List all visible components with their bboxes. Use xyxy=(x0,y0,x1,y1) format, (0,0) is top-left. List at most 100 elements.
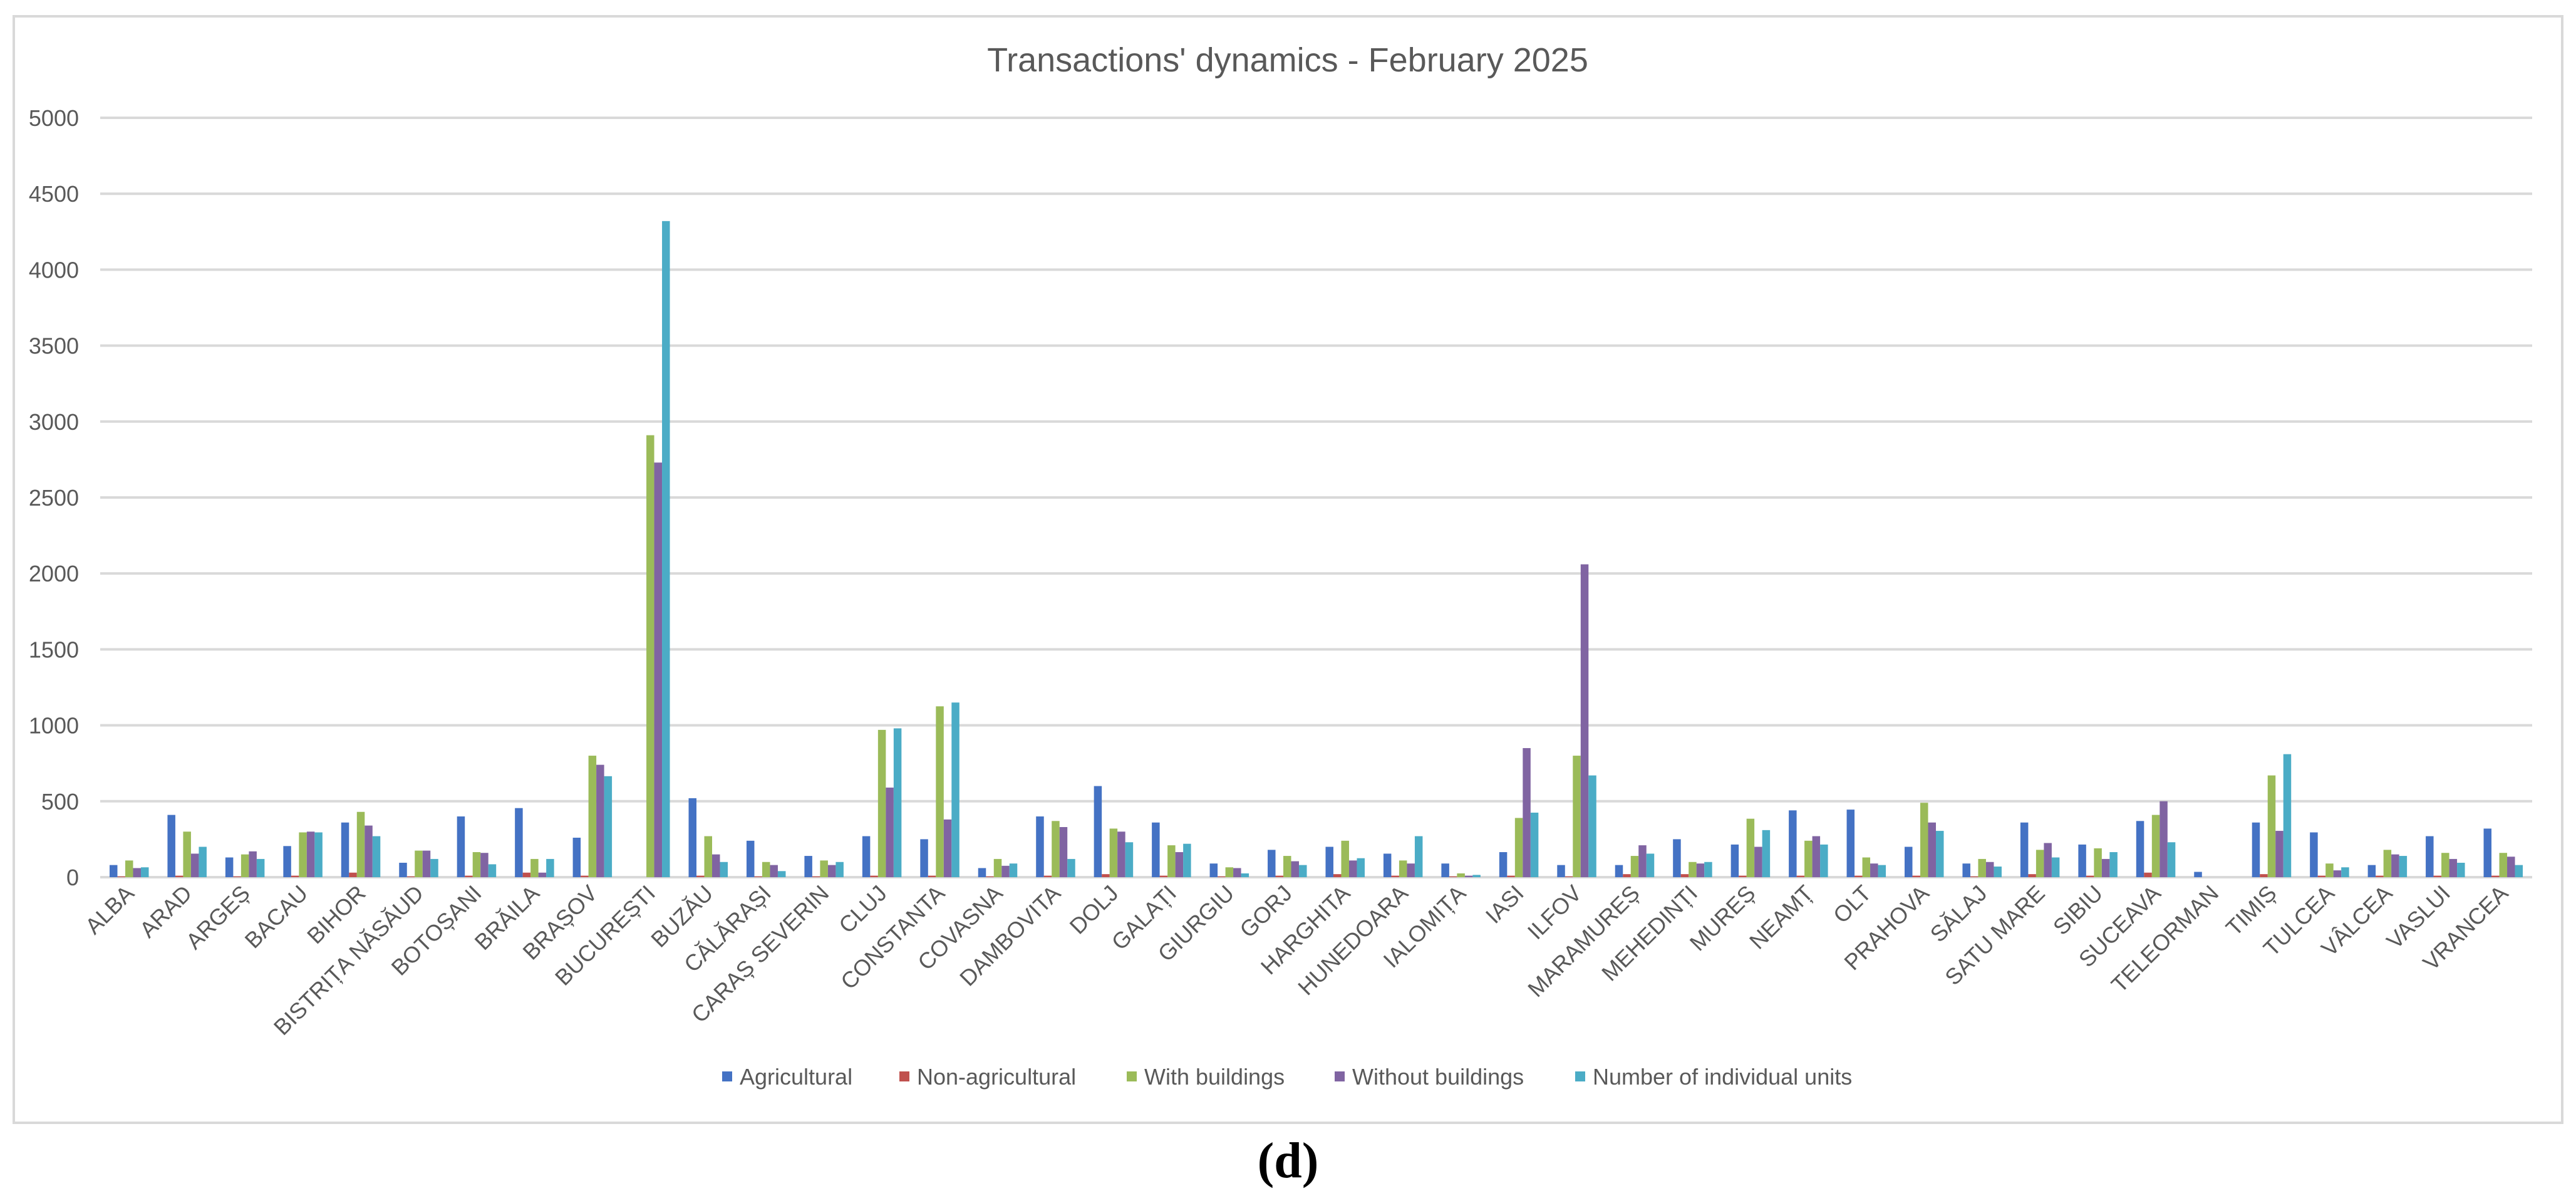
bar xyxy=(1912,875,1920,877)
bar xyxy=(2391,854,2399,877)
bar xyxy=(430,858,438,877)
bar xyxy=(2325,863,2334,877)
bar xyxy=(356,811,365,877)
bar xyxy=(2426,836,2434,877)
bar xyxy=(2167,842,2176,877)
legend-label: Without buildings xyxy=(1352,1064,1524,1090)
bar xyxy=(2275,831,2284,877)
bar xyxy=(1905,846,1913,877)
bar xyxy=(835,862,844,877)
bar xyxy=(1530,812,1539,877)
bar xyxy=(1812,836,1821,877)
bar xyxy=(1268,850,1276,877)
bar xyxy=(1341,840,1349,877)
bar xyxy=(804,856,812,877)
bar xyxy=(1499,852,1508,877)
bar xyxy=(1754,846,1762,877)
x-tick-label: DAMBOVITA xyxy=(954,880,1065,991)
bar xyxy=(581,875,589,877)
bar xyxy=(588,756,597,877)
y-axis-ticks: 0 500 1000 1500 2000 2500 3000 3500 4000 4500 5000 xyxy=(29,105,79,890)
bar xyxy=(1464,875,1473,877)
y-tick-label: 2500 xyxy=(29,485,79,511)
bar xyxy=(2483,828,2492,877)
bar xyxy=(704,836,712,877)
bar xyxy=(314,832,323,877)
bar xyxy=(2136,821,2144,877)
bar xyxy=(2194,872,2202,877)
bar xyxy=(457,816,465,877)
bar xyxy=(1573,756,1581,877)
bar xyxy=(190,853,199,877)
bar xyxy=(140,867,149,877)
bar xyxy=(1357,858,1365,877)
y-tick-label: 1000 xyxy=(29,713,79,739)
bar xyxy=(893,728,902,877)
bar xyxy=(1414,836,1423,877)
bar xyxy=(472,852,481,877)
bar xyxy=(2383,850,2392,877)
bar xyxy=(2317,875,2326,877)
bar xyxy=(183,831,191,877)
series-agricultural xyxy=(109,786,2492,877)
bar xyxy=(572,837,581,877)
bar xyxy=(1291,861,1300,877)
legend-swatch xyxy=(1335,1071,1345,1081)
bar xyxy=(1789,810,1797,877)
bar xyxy=(993,858,1002,877)
bar xyxy=(2283,754,2292,877)
bar xyxy=(1588,775,1596,877)
bar xyxy=(2252,822,2260,877)
bar xyxy=(762,862,770,877)
bar xyxy=(604,776,613,877)
legend-label: Number of individual units xyxy=(1593,1064,1852,1090)
y-tick-label: 4000 xyxy=(29,257,79,283)
bar xyxy=(928,875,936,877)
bar xyxy=(1623,874,1631,877)
bar xyxy=(1159,875,1168,877)
series-without-buildings xyxy=(133,462,2515,877)
bar xyxy=(1928,822,1936,877)
bar xyxy=(349,872,357,877)
bar xyxy=(862,836,871,877)
bar xyxy=(299,832,307,877)
bar xyxy=(712,854,720,877)
x-tick-label: BACAU xyxy=(240,880,313,954)
legend-swatch xyxy=(899,1071,909,1081)
bar xyxy=(2341,867,2349,877)
series-with-buildings xyxy=(125,435,2508,877)
bar xyxy=(546,858,554,877)
x-tick-label: IASI xyxy=(1481,880,1529,929)
bar xyxy=(746,840,755,877)
bar xyxy=(1978,858,1986,877)
x-tick-label: BUCUREȘTI xyxy=(550,880,660,991)
bar xyxy=(770,865,778,877)
legend: Agricultural Non-agricultural With buildin… xyxy=(722,1064,1852,1090)
bar xyxy=(1175,852,1184,877)
bar xyxy=(2109,852,2118,877)
y-tick-label: 5000 xyxy=(29,105,79,131)
y-tick-label: 3000 xyxy=(29,409,79,435)
bar xyxy=(515,808,523,877)
bar xyxy=(2491,875,2500,877)
bar xyxy=(1746,818,1755,877)
bar xyxy=(2507,857,2515,877)
bar xyxy=(2020,822,2029,877)
bar xyxy=(522,872,531,877)
bar xyxy=(1333,874,1342,877)
bar-chart: Transactions' dynamics - February 2025 0… xyxy=(29,41,2532,1090)
bar xyxy=(256,858,265,877)
bar xyxy=(1167,845,1176,877)
bar xyxy=(1241,873,1249,877)
bar xyxy=(1689,862,1697,877)
gridlines xyxy=(100,117,2532,878)
bars xyxy=(109,221,2523,877)
bar xyxy=(1804,840,1813,877)
bar xyxy=(225,857,234,877)
bar xyxy=(696,875,705,877)
bar xyxy=(2094,848,2102,877)
bar xyxy=(920,839,928,877)
bar xyxy=(488,864,497,877)
bar xyxy=(175,875,184,877)
bar xyxy=(1730,844,1739,877)
